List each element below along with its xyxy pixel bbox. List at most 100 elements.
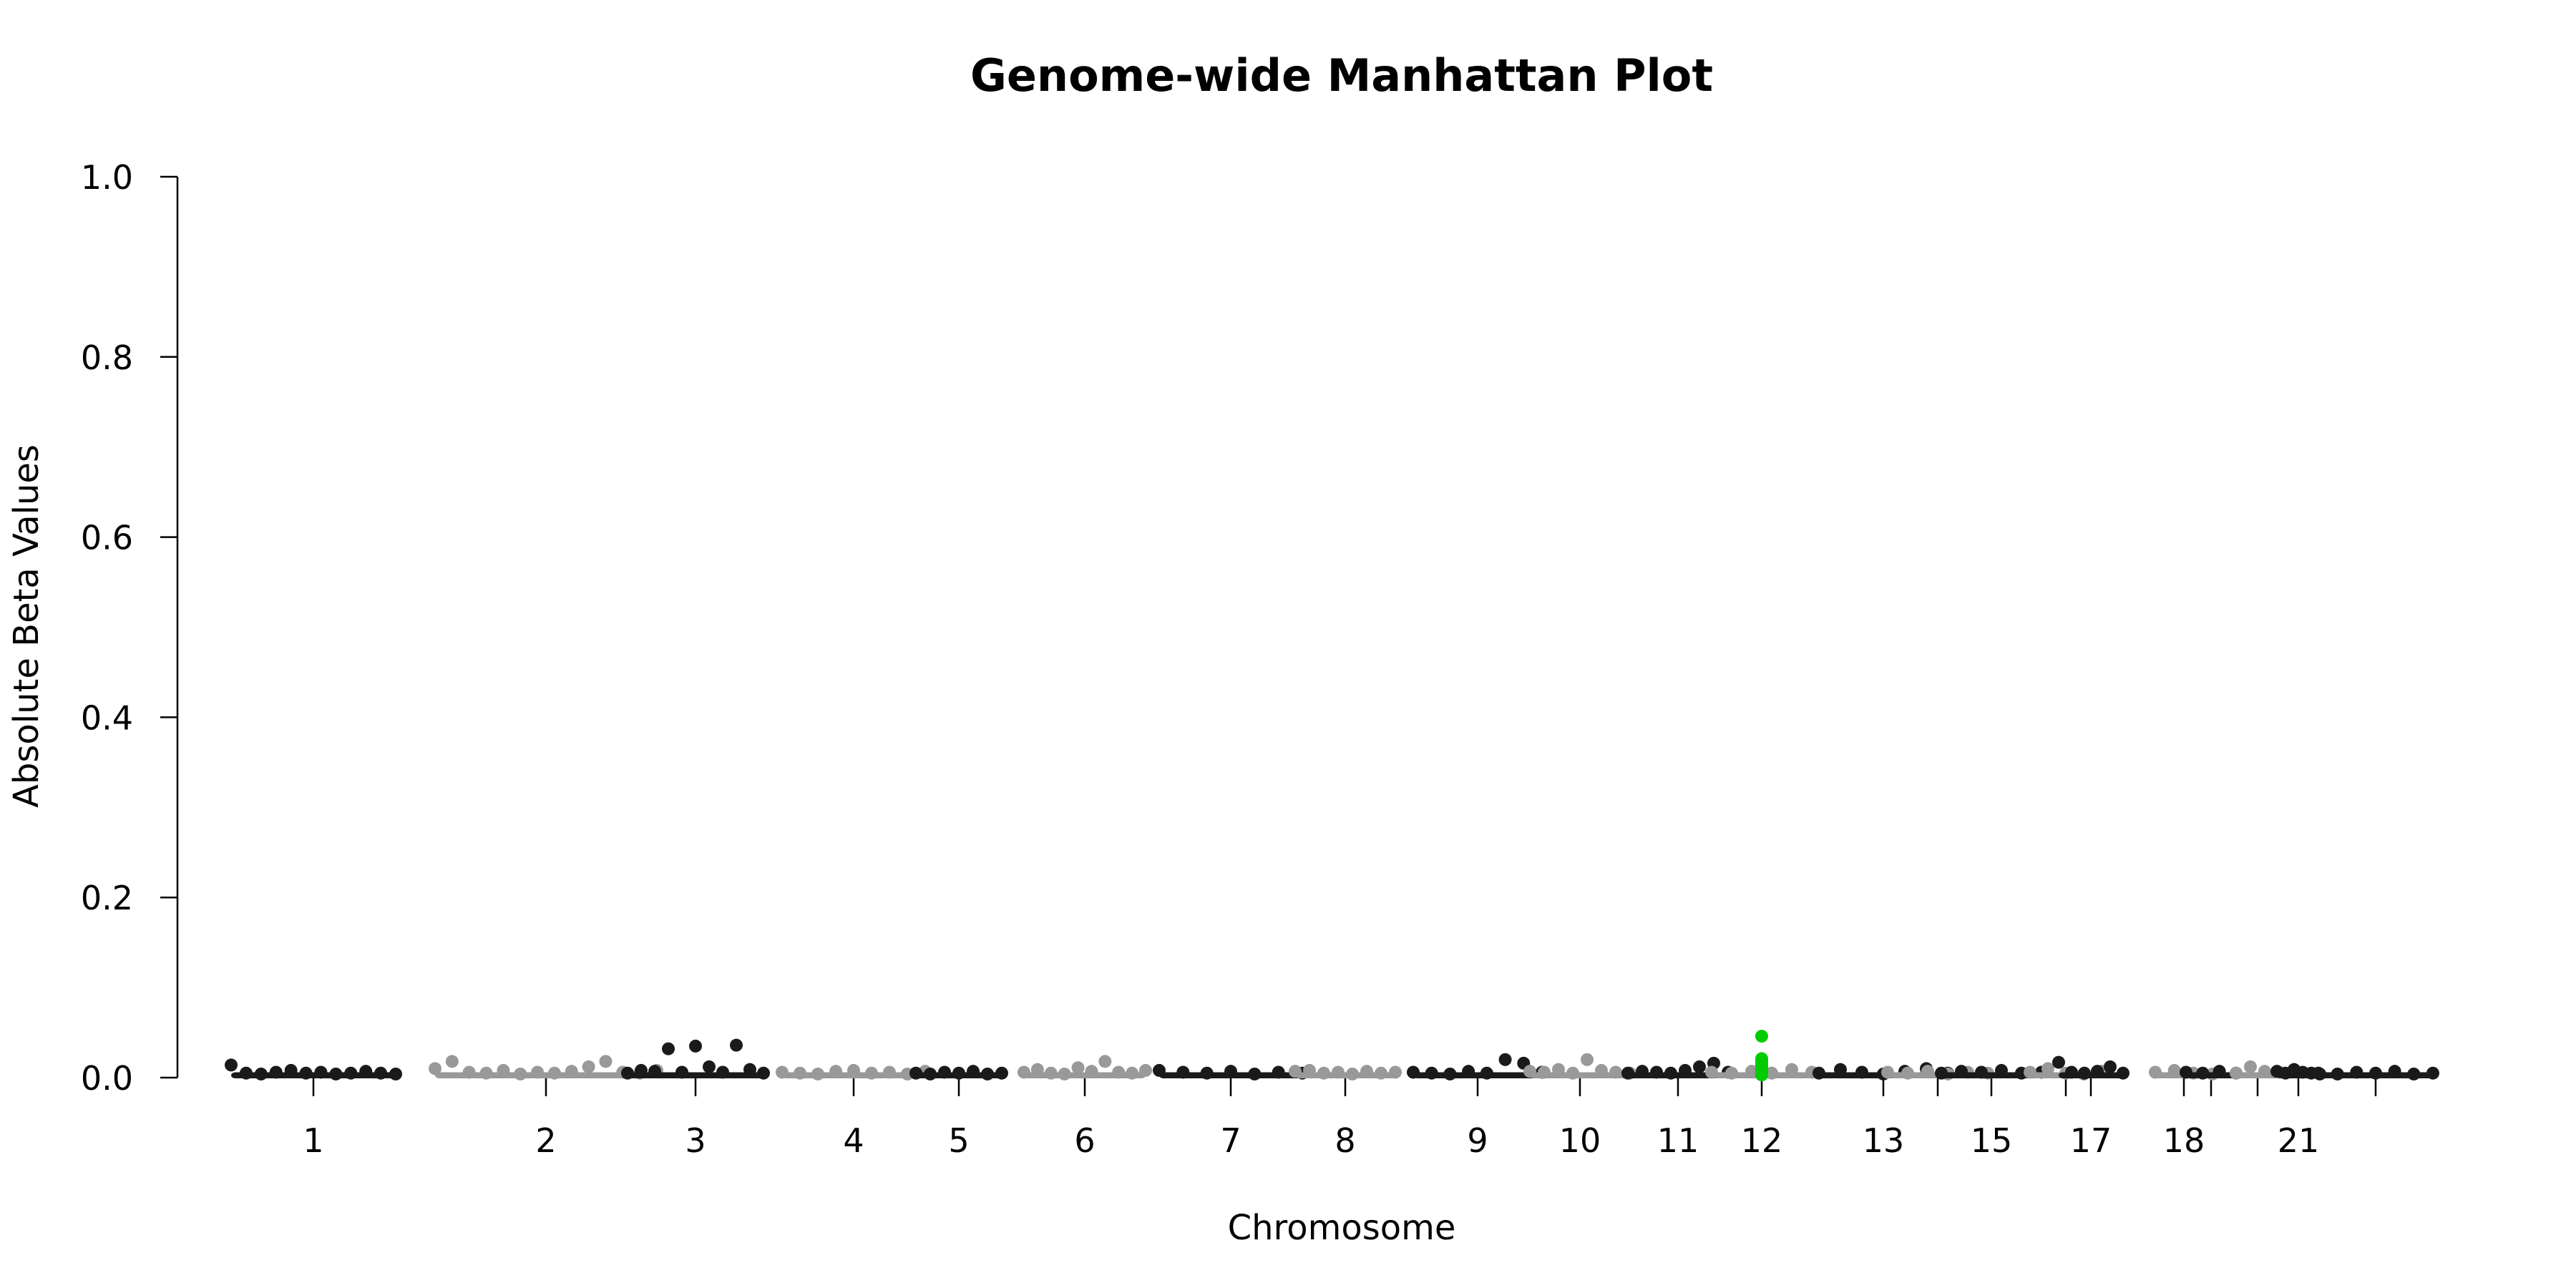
data-point [1834, 1063, 1847, 1076]
data-point [967, 1065, 980, 1078]
data-point [1360, 1065, 1373, 1078]
data-point [389, 1067, 402, 1080]
x-tick-label: 18 [2163, 1121, 2205, 1160]
data-point [1566, 1066, 1579, 1080]
data-point [2407, 1067, 2421, 1080]
data-point [1272, 1065, 1285, 1079]
data-point [2167, 1063, 2181, 1077]
data-point [1332, 1065, 1345, 1079]
data-point [2065, 1065, 2078, 1079]
data-point [952, 1066, 965, 1080]
data-point [1480, 1066, 1493, 1080]
data-point [299, 1066, 313, 1080]
data-point [582, 1060, 595, 1073]
data-point [462, 1065, 476, 1079]
data-point [883, 1065, 896, 1079]
data-point [1935, 1066, 1948, 1080]
data-point [514, 1067, 527, 1080]
data-point [1705, 1065, 1718, 1079]
data-point [547, 1066, 561, 1080]
x-tick-label: 6 [1074, 1121, 1095, 1160]
data-point [829, 1065, 842, 1078]
data-point [239, 1066, 253, 1080]
x-tick-label: 12 [1741, 1121, 1783, 1160]
data-point [1389, 1065, 1402, 1079]
data-point [1085, 1065, 1098, 1078]
data-point [757, 1066, 770, 1080]
x-tick-label: 9 [1467, 1121, 1488, 1160]
data-point [938, 1065, 951, 1079]
data-point [2078, 1066, 2091, 1080]
data-point [1375, 1066, 1387, 1080]
data-point [497, 1063, 510, 1077]
data-point [1813, 1066, 1825, 1080]
data-point [703, 1060, 716, 1073]
data-point [1538, 1065, 1551, 1079]
data-point [909, 1066, 922, 1080]
data-point [1058, 1067, 1071, 1080]
data-point [1881, 1065, 1894, 1079]
data-point [811, 1067, 824, 1080]
data-point [254, 1067, 268, 1080]
data-point [1139, 1063, 1152, 1077]
data-point [2052, 1055, 2065, 1069]
data-point [1855, 1065, 1868, 1079]
data-point [374, 1066, 388, 1080]
data-point [2369, 1066, 2382, 1080]
data-point [1523, 1065, 1536, 1078]
y-axis-label: Absolute Beta Values [6, 444, 47, 808]
data-point [2149, 1065, 2162, 1079]
x-tick-label: 13 [1863, 1121, 1905, 1160]
data-point [1030, 1063, 1044, 1076]
data-point [1126, 1066, 1139, 1080]
data-point [776, 1065, 789, 1079]
x-tick-label: 2 [535, 1121, 556, 1160]
data-point [1552, 1063, 1565, 1076]
data-point [1650, 1065, 1663, 1079]
data-point [1955, 1065, 1968, 1078]
data-point [269, 1065, 283, 1079]
data-point [2212, 1065, 2226, 1078]
data-point [2180, 1065, 2192, 1079]
data-point [675, 1065, 688, 1079]
data-point [479, 1066, 493, 1080]
data-point [1693, 1060, 1706, 1073]
data-point [2117, 1066, 2129, 1080]
chromosome-band-3 [628, 1072, 763, 1078]
data-point [1018, 1065, 1030, 1079]
data-point [995, 1066, 1008, 1080]
data-point [1609, 1065, 1622, 1079]
data-point [1785, 1063, 1798, 1076]
data-point [1664, 1066, 1677, 1080]
data-point [1407, 1065, 1420, 1079]
data-point [1498, 1053, 1512, 1066]
y-tick-label: 1.0 [81, 158, 133, 197]
data-point [1248, 1067, 1262, 1080]
data-point [1317, 1066, 1330, 1080]
data-point [2041, 1062, 2054, 1075]
y-tick-label: 0.0 [81, 1059, 133, 1098]
data-point [1303, 1063, 1316, 1077]
data-point [314, 1065, 328, 1079]
data-point [599, 1055, 613, 1068]
data-point [1636, 1065, 1649, 1078]
x-tick-label: 7 [1220, 1121, 1241, 1160]
y-tick-label: 0.8 [81, 338, 133, 377]
data-point [1975, 1065, 1988, 1079]
x-tick-label: 5 [948, 1121, 969, 1160]
x-tick-label: 11 [1657, 1121, 1699, 1160]
x-tick-label: 3 [685, 1121, 706, 1160]
data-point [2104, 1060, 2117, 1073]
x-tick-label: 15 [1971, 1121, 2013, 1160]
data-point [794, 1066, 806, 1080]
data-point [1462, 1065, 1475, 1078]
data-point [2091, 1065, 2104, 1078]
data-point [1071, 1061, 1085, 1075]
data-point [1745, 1065, 1758, 1078]
data-point [2426, 1066, 2439, 1080]
data-point [1901, 1066, 1914, 1080]
data-point [981, 1067, 994, 1080]
x-axis-label: Chromosome [1228, 1208, 1456, 1248]
x-tick-label: 4 [843, 1121, 864, 1160]
